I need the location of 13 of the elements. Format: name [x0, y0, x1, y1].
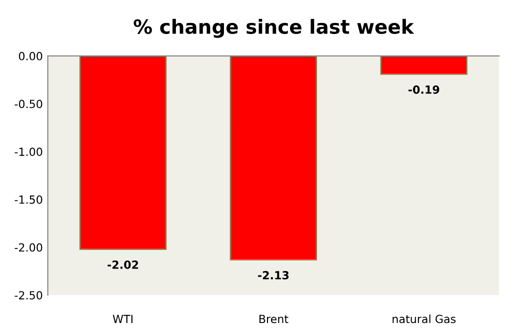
data-label: -0.19: [408, 85, 440, 94]
y-tick-label: 0.00: [18, 52, 42, 60]
x-tick-label: natural Gas: [392, 314, 456, 324]
y-tick-label: -0.50: [14, 100, 42, 108]
x-tick-label: Brent: [259, 314, 288, 324]
chart-title: % change since last week: [134, 18, 414, 38]
x-tick-label: WTI: [112, 314, 132, 323]
data-label: -2.02: [108, 260, 138, 269]
y-tick-label: -1.50: [14, 195, 42, 204]
y-tick-label: -2.00: [14, 243, 42, 252]
data-label: -2.13: [258, 271, 289, 280]
y-tick-label: -2.50: [14, 291, 42, 300]
y-tick-label: -1.00: [14, 148, 42, 156]
